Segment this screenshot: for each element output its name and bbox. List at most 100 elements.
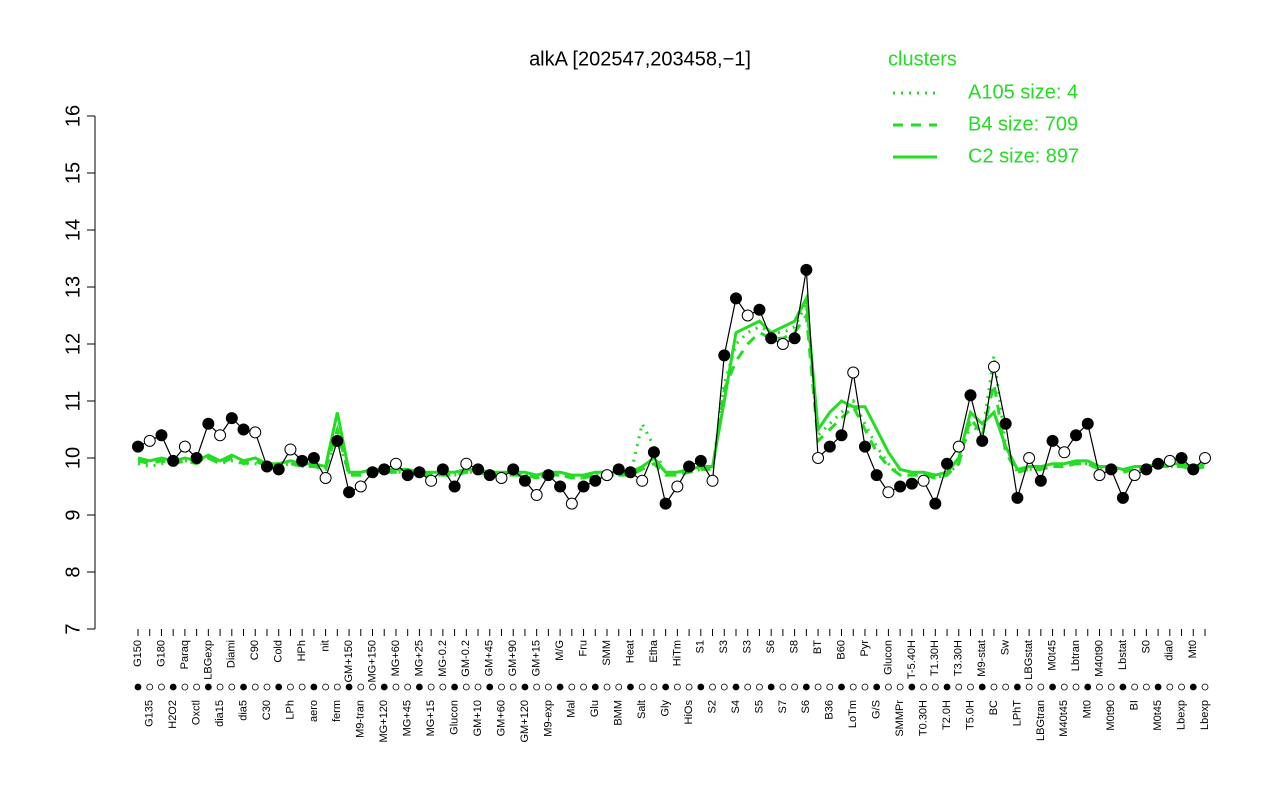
data-point [636, 474, 649, 487]
category-marker [392, 683, 400, 691]
category-marker [556, 683, 564, 691]
data-point [765, 332, 778, 345]
legend-label: B4 size: 709 [968, 113, 1078, 135]
data-point [284, 443, 297, 456]
data-point [472, 463, 485, 476]
data-point [1116, 491, 1129, 504]
y-tick-label: 11 [62, 391, 84, 412]
data-point [143, 434, 156, 447]
x-tick-label: LBGexp [202, 640, 214, 680]
category-marker [849, 683, 857, 691]
category-marker [838, 683, 845, 691]
x-tick-label: T5.0H [964, 700, 976, 730]
data-point [1023, 452, 1036, 464]
category-marker [193, 683, 201, 691]
x-tick-label: T-5.40H [906, 640, 918, 679]
data-point [870, 469, 883, 482]
x-tick-label: GM+150 [343, 640, 355, 683]
data-point [976, 434, 989, 447]
category-marker [486, 683, 494, 691]
category-marker [955, 683, 963, 691]
data-point [483, 469, 496, 482]
category-marker [756, 683, 763, 691]
x-tick-label: LPhT [1011, 700, 1023, 727]
legend-label: A105 size: 4 [968, 81, 1078, 103]
data-point [1175, 452, 1188, 464]
x-tick-label: HPh [296, 640, 308, 661]
category-marker [767, 683, 775, 691]
category-marker [673, 683, 681, 691]
x-tick-label: T3.30H [953, 640, 965, 676]
y-tick-label: 14 [62, 219, 84, 241]
x-tick-label: LBGtran [1035, 700, 1047, 741]
data-point [659, 497, 672, 510]
chart-title: alkA [202547,203458,−1] [529, 48, 751, 70]
x-tick-label: G180 [155, 640, 167, 667]
data-point [1081, 417, 1094, 430]
category-marker [627, 683, 634, 691]
x-tick-label: BI [1129, 700, 1141, 710]
x-tick-label: BC [988, 700, 1000, 715]
data-point [905, 477, 918, 490]
data-point [132, 440, 144, 453]
data-point [260, 460, 273, 473]
x-tick-label: S4 [730, 700, 742, 713]
data-point [307, 452, 320, 464]
data-point [917, 474, 930, 487]
category-marker [404, 683, 412, 691]
data-point [425, 474, 438, 487]
x-tick-label: G150 [132, 640, 144, 667]
x-tick-label: aero [308, 700, 320, 722]
data-point [624, 466, 637, 479]
category-marker [943, 683, 951, 691]
y-tick-label: 16 [62, 105, 84, 127]
x-tick-label: HiOs [683, 700, 695, 725]
x-tick-label: S8 [789, 640, 801, 653]
data-point [694, 454, 707, 467]
data-point [401, 469, 414, 482]
x-tick-label: C30 [261, 700, 273, 720]
data-point [155, 429, 168, 442]
category-marker [474, 683, 482, 691]
data-point [929, 497, 942, 510]
x-tick-label: MG+25 [413, 640, 425, 676]
category-marker [908, 683, 916, 691]
x-tick-label: S6 [765, 640, 777, 653]
data-point [202, 417, 215, 430]
category-marker [591, 683, 599, 691]
data-point [788, 332, 801, 345]
data-point [847, 366, 860, 379]
x-tick-label: Oxctl [191, 700, 203, 725]
y-tick-label: 10 [62, 447, 84, 469]
data-point [565, 497, 578, 510]
x-tick-label: SMMPr [894, 700, 906, 737]
data-point [1011, 491, 1024, 504]
category-marker [333, 683, 341, 691]
data-point [835, 429, 848, 442]
data-point [647, 446, 660, 459]
x-tick-label: S3 [718, 640, 730, 653]
series-line [137, 293, 1206, 477]
x-tick-label: MG+60 [390, 640, 402, 676]
data-point [214, 429, 227, 442]
data-point [225, 412, 238, 425]
category-marker [1060, 683, 1068, 691]
data-point [589, 474, 602, 487]
category-marker [1154, 683, 1162, 691]
data-point [507, 463, 520, 476]
category-marker [533, 683, 541, 691]
x-tick-label: GM+120 [519, 700, 531, 743]
data-point [999, 417, 1012, 430]
x-tick-label: G135 [144, 700, 156, 727]
data-point [343, 486, 356, 499]
x-tick-label: MG-0.2 [437, 640, 449, 677]
category-marker [298, 683, 306, 691]
x-tick-label: S5 [753, 700, 765, 713]
x-tick-label: GM+45 [484, 640, 496, 676]
x-tick-label: T1.30H [929, 640, 941, 676]
data-point [542, 469, 555, 482]
x-tick-label: B36 [824, 700, 836, 720]
category-marker [920, 683, 927, 691]
x-tick-label: M40t90 [1093, 640, 1105, 677]
x-tick-label: M0t90 [1105, 700, 1117, 731]
